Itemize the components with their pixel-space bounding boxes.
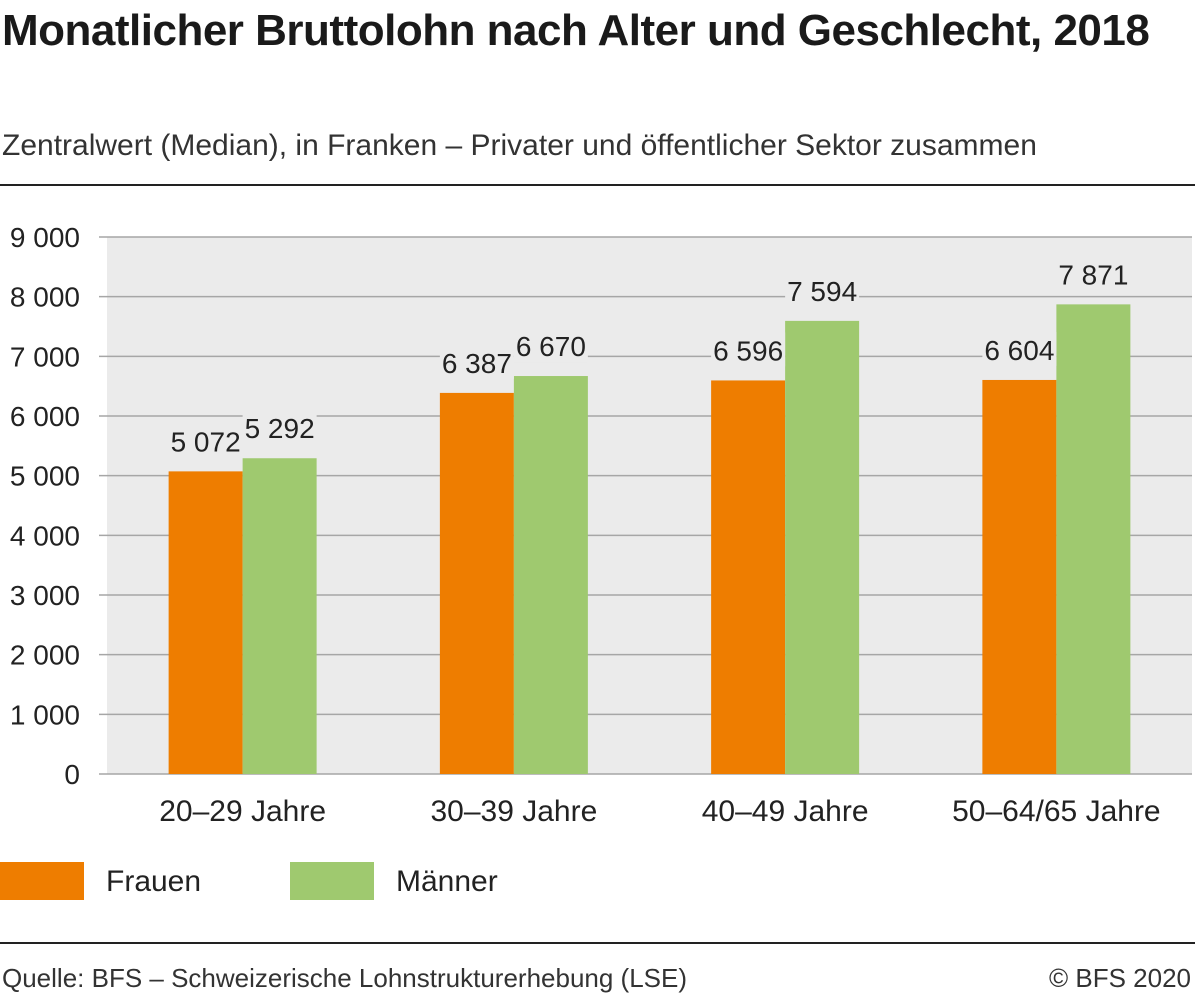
y-tick-label: 1 000 [10, 699, 80, 730]
bar-chart: 0 1 000 2 000 3 000 4 000 5 000 6 000 7 000 8 00… [10, 222, 1192, 828]
data-label-background [439, 344, 514, 379]
y-tick-label: 2 000 [10, 640, 80, 671]
copyright-note: © BFS 2020 [1048, 963, 1191, 993]
x-tick-label: 30–39 Jahre [430, 795, 597, 828]
top-divider [0, 184, 1195, 186]
bars [168, 304, 1131, 774]
data-label-background [242, 410, 317, 445]
data-label: 5 292 [245, 413, 315, 444]
x-axis-ticks: 20–29 Jahre 30–39 Jahre 40–49 Jahre 50–64/6… [159, 795, 1160, 828]
bar-frauen [168, 471, 243, 774]
legend-label-frauen: Frauen [106, 865, 202, 898]
y-tick-label: 7 000 [10, 341, 80, 372]
x-tick-label: 40–49 Jahre [702, 795, 869, 828]
legend-swatch-maenner [290, 862, 374, 900]
y-tick-label: 8 000 [10, 282, 80, 313]
data-label-background [982, 331, 1057, 366]
bar-maenner [785, 320, 860, 774]
chart-title: Monatlicher Bruttolohn nach Alter und Ge… [2, 6, 1150, 55]
legend-label-maenner: Männer [396, 865, 498, 898]
data-label: 6 604 [984, 335, 1054, 366]
data-label-background [1056, 256, 1131, 291]
bar-frauen [439, 392, 514, 774]
y-tick-label: 5 000 [10, 461, 80, 492]
bar-maenner [242, 458, 317, 774]
legend-swatch-frauen [0, 862, 84, 900]
data-label: 7 871 [1058, 259, 1128, 290]
source-note: Quelle: BFS – Schweizerische Lohnstruktu… [2, 963, 688, 993]
y-tick-label: 3 000 [10, 580, 80, 611]
y-tick-label: 9 000 [10, 222, 80, 253]
data-label: 6 670 [516, 331, 586, 362]
data-label-background [168, 423, 243, 458]
bar-maenner [1056, 304, 1131, 774]
y-axis-ticks: 0 1 000 2 000 3 000 4 000 5 000 6 000 7 000 8 00… [10, 222, 80, 790]
data-label: 5 072 [171, 426, 241, 457]
data-label: 6 387 [442, 348, 512, 379]
chart-subtitle: Zentralwert (Median), in Franken – Priva… [2, 129, 1037, 162]
y-tick-label: 0 [64, 759, 80, 790]
bar-frauen [982, 379, 1057, 774]
bar-frauen [711, 380, 786, 774]
y-tick-label: 6 000 [10, 401, 80, 432]
data-label-background [785, 272, 860, 307]
data-label-background [711, 332, 786, 367]
data-label: 7 594 [787, 276, 857, 307]
y-tick-label: 4 000 [10, 520, 80, 551]
bottom-divider [0, 942, 1195, 944]
data-label-background [513, 328, 588, 363]
bar-maenner [513, 376, 588, 774]
data-label: 6 596 [713, 335, 783, 366]
x-tick-label: 50–64/65 Jahre [952, 795, 1161, 828]
x-tick-label: 20–29 Jahre [159, 795, 326, 828]
